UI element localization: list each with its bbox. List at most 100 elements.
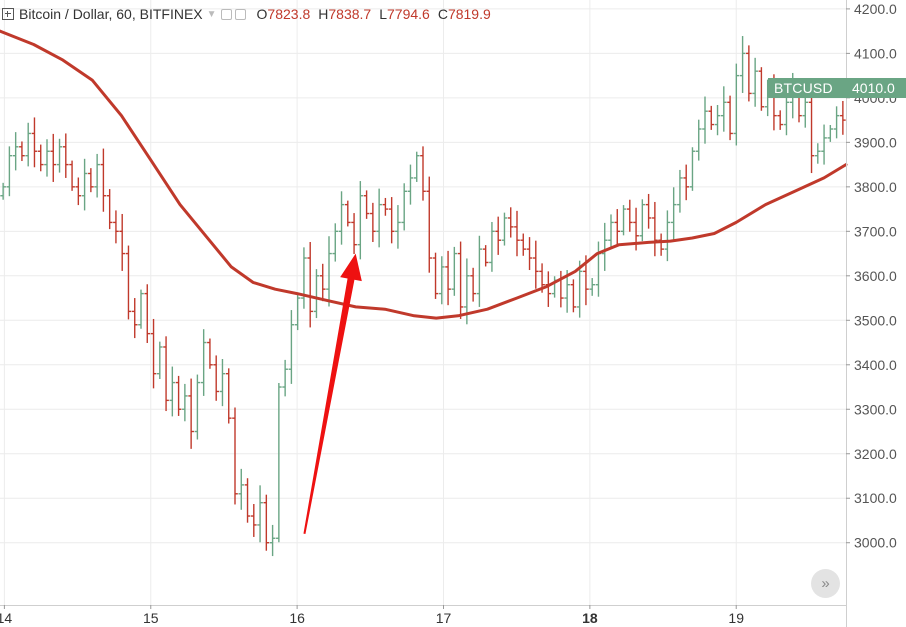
price-bar (695, 119, 702, 161)
price-bar (50, 133, 57, 182)
chart-legend: Bitcoin / Dollar, 60, BITFINEX ▼ O 7823.8… (0, 4, 491, 24)
price-bar (357, 181, 364, 260)
price-bar (250, 504, 257, 537)
price-bar (94, 153, 100, 198)
price-bar (420, 146, 426, 201)
price-bar (733, 63, 740, 146)
symbol-badge: BTCUSD (768, 78, 846, 98)
price-bar (482, 245, 489, 267)
price-bar (138, 289, 144, 329)
price-bar (626, 199, 633, 232)
dropdown-caret-icon[interactable]: ▼ (206, 8, 217, 20)
scroll-to-realtime-button[interactable]: » (811, 569, 840, 598)
price-bar (551, 276, 558, 298)
price-bar (476, 235, 483, 307)
close-value: 7819.9 (447, 6, 491, 22)
price-bar (432, 252, 439, 299)
price-bar (395, 205, 401, 249)
price-bar (238, 468, 245, 510)
price-bar (363, 190, 370, 219)
price-bar (100, 148, 107, 212)
price-bar (814, 143, 821, 164)
price-bar (175, 375, 182, 416)
price-bar (257, 485, 263, 543)
price-bar (457, 241, 464, 319)
price-bar (382, 197, 389, 216)
price-bar (720, 86, 727, 132)
price-bar (501, 212, 508, 246)
expand-icon[interactable] (2, 8, 14, 20)
price-bar (25, 122, 32, 167)
price-bar (188, 378, 194, 449)
price-bar (88, 168, 94, 193)
price-bar (702, 96, 708, 144)
moving-average-line (0, 29, 848, 320)
price-bar (119, 213, 126, 271)
y-tick-label: 3000.0 (854, 535, 897, 551)
price-bar (758, 67, 765, 111)
open-label: O (256, 6, 268, 22)
x-tick-label: 14 (0, 610, 12, 626)
price-bar (338, 191, 345, 245)
price-bar (489, 221, 495, 272)
price-bar (282, 359, 288, 397)
price-bar (727, 95, 733, 141)
price-bar (438, 256, 445, 305)
y-tick-label: 3600.0 (854, 268, 897, 284)
price-bar (470, 267, 476, 302)
price-bar (194, 374, 201, 440)
remove-icon[interactable] (234, 8, 246, 20)
y-tick-label: 4100.0 (854, 45, 897, 61)
price-bar (351, 213, 357, 255)
price-bar (326, 236, 332, 307)
price-bar (445, 250, 451, 306)
price-bar (169, 366, 176, 417)
price-bar (589, 278, 596, 296)
price-bar (495, 216, 502, 255)
price-bar (81, 158, 88, 211)
price-bar (545, 271, 552, 307)
price-bar (752, 57, 758, 107)
price-bar (276, 383, 282, 543)
y-tick-label: 3200.0 (854, 446, 897, 462)
price-bar (56, 138, 63, 173)
price-bar (294, 292, 301, 331)
price-bar (319, 263, 326, 302)
y-tick-label: 3300.0 (854, 401, 897, 417)
price-bar (225, 368, 232, 424)
x-tick-label: 16 (289, 610, 305, 626)
price-bar (677, 169, 683, 213)
price-bar (514, 210, 520, 257)
price-bar (388, 197, 395, 244)
y-tick-label: 3500.0 (854, 312, 897, 328)
price-bar (570, 279, 577, 313)
price-bar (344, 200, 351, 227)
price-bar (113, 210, 119, 244)
price-bar (620, 205, 627, 236)
price-bar (156, 341, 163, 380)
settings-icon[interactable] (220, 8, 232, 20)
price-bar (207, 338, 213, 369)
price-bar (0, 182, 6, 200)
price-bar (401, 183, 408, 231)
price-bar (6, 146, 13, 197)
price-bar (708, 105, 715, 130)
y-tick-label: 3100.0 (854, 490, 897, 506)
low-value: 7794.6 (387, 6, 430, 22)
price-bar (808, 84, 815, 174)
price-bar (840, 100, 846, 135)
price-bar (307, 242, 314, 328)
price-bar (144, 284, 151, 343)
price-bar (19, 141, 25, 162)
price-bar (652, 201, 658, 257)
price-bar (200, 329, 207, 396)
price-bar (263, 494, 270, 551)
y-tick-label: 3700.0 (854, 223, 897, 239)
symbol-title: Bitcoin / Dollar, 60, BITFINEX (19, 6, 203, 22)
high-value: 7838.7 (328, 6, 372, 22)
x-tick-label: 18 (582, 610, 598, 626)
price-bar (777, 110, 784, 130)
price-bar (645, 193, 652, 229)
